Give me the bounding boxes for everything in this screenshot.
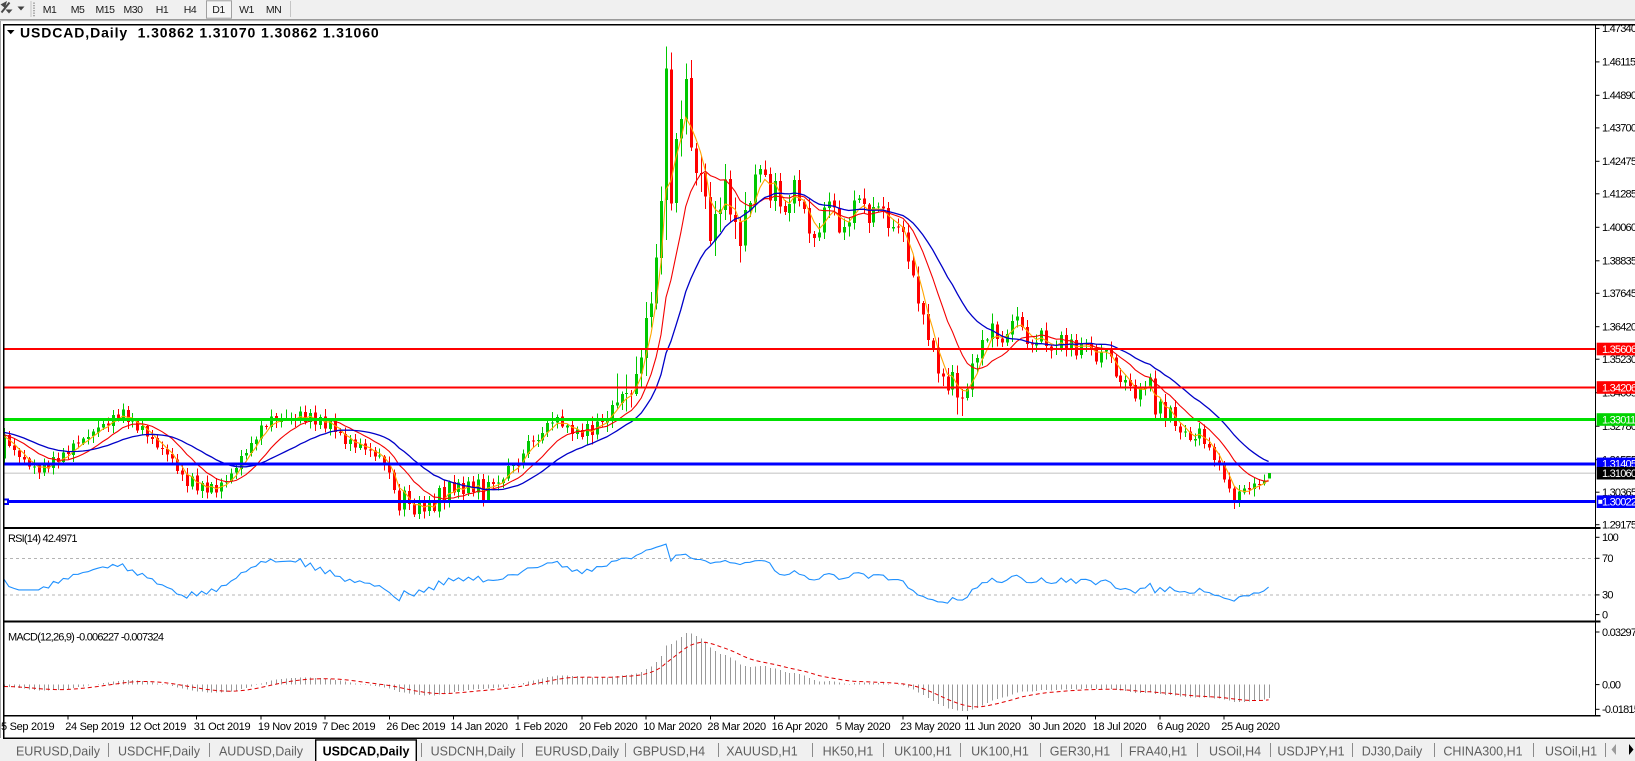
svg-text:EURUSD,Daily: EURUSD,Daily [535, 745, 620, 759]
svg-text:EURUSD,Daily: EURUSD,Daily [16, 745, 101, 759]
svg-text:M1: M1 [43, 4, 57, 16]
svg-text:RSI(14) 42.4971: RSI(14) 42.4971 [8, 533, 77, 545]
svg-text:XAUUSD,H1: XAUUSD,H1 [726, 745, 798, 759]
svg-text:1.38835: 1.38835 [1602, 256, 1635, 268]
svg-text:1.43700: 1.43700 [1602, 123, 1635, 135]
svg-text:25 Aug 2020: 25 Aug 2020 [1221, 721, 1280, 733]
svg-text:1.29175: 1.29175 [1602, 520, 1635, 532]
svg-text:GBPUSD,H4: GBPUSD,H4 [633, 745, 705, 759]
svg-text:CHINA300,H1: CHINA300,H1 [1443, 745, 1522, 759]
svg-text:MACD(12,26,9) -0.006227 -0.007: MACD(12,26,9) -0.006227 -0.007324 [8, 632, 164, 644]
svg-text:AUDUSD,Daily: AUDUSD,Daily [219, 745, 304, 759]
svg-text:5 Sep 2019: 5 Sep 2019 [1, 721, 54, 733]
svg-text:1.44890: 1.44890 [1602, 90, 1635, 102]
svg-text:USDCAD,Daily: USDCAD,Daily [323, 745, 410, 759]
svg-text:30: 30 [1602, 590, 1613, 602]
svg-text:1.37645: 1.37645 [1602, 288, 1635, 300]
svg-text:11 Jun 2020: 11 Jun 2020 [964, 721, 1021, 733]
svg-text:1.35230: 1.35230 [1602, 354, 1635, 366]
svg-text:6 Aug 2020: 6 Aug 2020 [1157, 721, 1210, 733]
svg-text:0.03297: 0.03297 [1602, 627, 1635, 639]
svg-text:1.46115: 1.46115 [1602, 57, 1635, 69]
svg-text:70: 70 [1602, 553, 1613, 565]
svg-text:1.41285: 1.41285 [1602, 189, 1635, 201]
svg-text:1.34206: 1.34206 [1602, 382, 1635, 394]
svg-text:12 Oct 2019: 12 Oct 2019 [129, 721, 186, 733]
svg-text:USOil,H4: USOil,H4 [1209, 745, 1261, 759]
svg-text:19 Nov 2019: 19 Nov 2019 [258, 721, 317, 733]
svg-text:M30: M30 [124, 4, 144, 16]
svg-text:UK100,H1: UK100,H1 [894, 745, 952, 759]
svg-text:DJ30,Daily: DJ30,Daily [1362, 745, 1423, 759]
svg-text:1.35606: 1.35606 [1602, 344, 1635, 356]
svg-text:M5: M5 [71, 4, 85, 16]
svg-text:USDCHF,Daily: USDCHF,Daily [118, 745, 201, 759]
svg-text:USDJPY,H1: USDJPY,H1 [1277, 745, 1344, 759]
svg-text:USDCNH,Daily: USDCNH,Daily [431, 745, 516, 759]
svg-text:UK100,H1: UK100,H1 [971, 745, 1029, 759]
svg-text:GER30,H1: GER30,H1 [1050, 745, 1110, 759]
svg-text:18 Jul 2020: 18 Jul 2020 [1093, 721, 1147, 733]
svg-text:W1: W1 [239, 4, 254, 16]
svg-text:USOil,H1: USOil,H1 [1545, 745, 1597, 759]
svg-text:20 Feb 2020: 20 Feb 2020 [579, 721, 638, 733]
svg-text:0: 0 [1602, 609, 1608, 621]
svg-text:1.47340: 1.47340 [1602, 23, 1635, 35]
svg-text:USDCAD,Daily 1.30862 1.31070: USDCAD,Daily 1.30862 1.31070 1.30862 1.3… [20, 24, 380, 40]
svg-text:100: 100 [1602, 532, 1619, 544]
svg-text:MN: MN [266, 4, 281, 16]
svg-text:16 Apr 2020: 16 Apr 2020 [772, 721, 828, 733]
svg-text:FRA40,H1: FRA40,H1 [1129, 745, 1187, 759]
svg-text:1.42475: 1.42475 [1602, 156, 1635, 168]
svg-text:7 Dec 2019: 7 Dec 2019 [322, 721, 375, 733]
svg-text:M15: M15 [96, 4, 116, 16]
svg-text:1.40060: 1.40060 [1602, 222, 1635, 234]
svg-text:31 Oct 2019: 31 Oct 2019 [194, 721, 251, 733]
svg-text:5 May 2020: 5 May 2020 [836, 721, 891, 733]
svg-text:HK50,H1: HK50,H1 [823, 745, 874, 759]
svg-text:28 Mar 2020: 28 Mar 2020 [707, 721, 766, 733]
svg-text:10 Mar 2020: 10 Mar 2020 [643, 721, 702, 733]
svg-text:H1: H1 [156, 4, 169, 16]
svg-text:0.00: 0.00 [1602, 679, 1621, 691]
svg-text:1 Feb 2020: 1 Feb 2020 [515, 721, 568, 733]
svg-text:H4: H4 [184, 4, 197, 16]
svg-text:24 Sep 2019: 24 Sep 2019 [65, 721, 124, 733]
svg-text:30 Jun 2020: 30 Jun 2020 [1029, 721, 1086, 733]
svg-text:26 Dec 2019: 26 Dec 2019 [386, 721, 445, 733]
svg-text:23 May 2020: 23 May 2020 [900, 721, 960, 733]
svg-text:D1: D1 [212, 4, 225, 16]
svg-text:1.36420: 1.36420 [1602, 322, 1635, 334]
svg-text:1.31060: 1.31060 [1602, 468, 1635, 480]
svg-text:1.33011: 1.33011 [1602, 414, 1635, 426]
svg-text:14 Jan 2020: 14 Jan 2020 [451, 721, 508, 733]
svg-text:1.30022: 1.30022 [1602, 497, 1635, 509]
